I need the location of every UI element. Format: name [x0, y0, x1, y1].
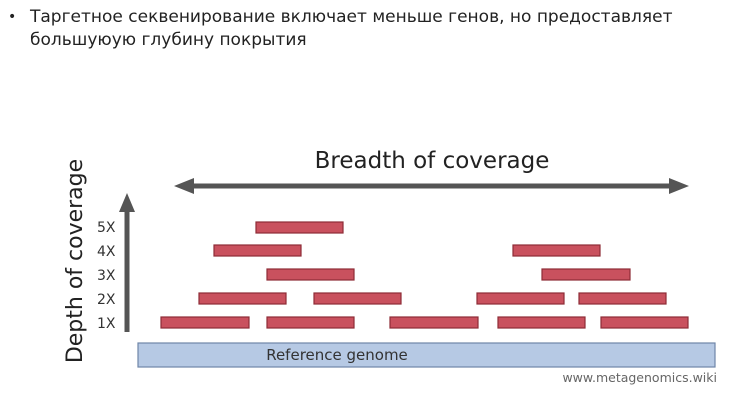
read	[266, 268, 355, 281]
depth-tick-4x: 4X	[97, 244, 116, 260]
double-headed-arrow-icon	[174, 178, 689, 194]
read	[213, 244, 302, 257]
read	[313, 292, 402, 305]
bullet-dot: •	[8, 9, 17, 25]
read	[512, 244, 601, 257]
attribution-text: www.metagenomics.wiki	[562, 370, 717, 385]
sequencing-reads	[160, 221, 689, 329]
reference-genome-label: Reference genome	[266, 346, 408, 364]
bullet-text: Таргетное секвенирование включает меньше…	[30, 7, 673, 50]
read	[255, 221, 344, 234]
read	[541, 268, 631, 281]
depth-tick-1x: 1X	[97, 316, 116, 332]
read	[600, 316, 689, 329]
read	[497, 316, 586, 329]
read	[266, 316, 355, 329]
up-arrow-icon	[119, 193, 135, 332]
depth-tick-2x: 2X	[97, 292, 116, 308]
read	[578, 292, 667, 305]
depth-label: Depth of coverage	[63, 159, 88, 363]
reference-genome-bar	[137, 342, 716, 368]
depth-tick-3x: 3X	[97, 268, 116, 284]
breadth-label: Breadth of coverage	[315, 148, 550, 174]
read	[160, 316, 250, 329]
read	[198, 292, 287, 305]
read	[476, 292, 565, 305]
read	[389, 316, 479, 329]
bullet-point: • Таргетное секвенирование включает мень…	[8, 6, 743, 52]
depth-ticks: 1X 2X 3X 4X 5X	[97, 220, 116, 332]
depth-tick-5x: 5X	[97, 220, 116, 236]
